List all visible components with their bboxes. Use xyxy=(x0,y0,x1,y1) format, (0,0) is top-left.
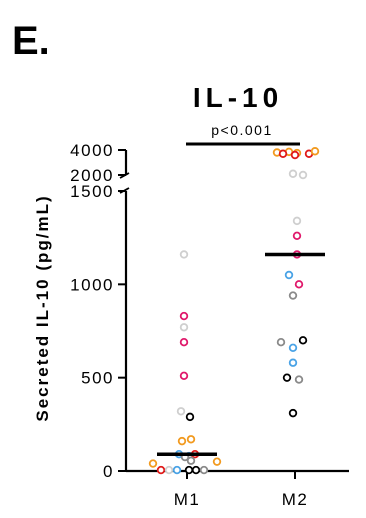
data-point xyxy=(292,216,302,226)
data-point xyxy=(212,457,222,466)
y-tick-label: 500 xyxy=(81,369,114,388)
data-point xyxy=(288,408,298,418)
data-point xyxy=(186,456,196,465)
data-point xyxy=(310,147,320,156)
data-point xyxy=(185,412,195,422)
data-point xyxy=(179,250,189,259)
x-tick-label: M2 xyxy=(282,490,309,509)
data-point xyxy=(288,343,298,352)
data-point xyxy=(191,465,201,475)
panel-label: E. xyxy=(12,19,50,63)
data-point xyxy=(179,338,189,347)
data-point xyxy=(288,358,298,367)
y-tick-label: 2000 xyxy=(70,166,114,185)
data-point xyxy=(298,170,308,180)
data-point xyxy=(290,150,300,160)
y-tick-label: 1500 xyxy=(70,182,114,201)
data-point xyxy=(164,465,174,475)
data-point xyxy=(176,407,186,416)
data-point xyxy=(294,375,304,384)
data-point xyxy=(156,465,166,475)
chart-title: IL-10 xyxy=(193,82,283,113)
data-point xyxy=(292,231,302,240)
y-axis-label: Secreted IL-10 (pg/mL) xyxy=(33,194,52,421)
data-point xyxy=(199,465,209,475)
y-tick-label: 4000 xyxy=(70,141,114,160)
data-point xyxy=(186,435,196,444)
data-marks xyxy=(148,147,325,475)
significance-label: p<0.001 xyxy=(211,122,273,138)
data-point xyxy=(282,373,292,382)
data-point xyxy=(288,169,298,178)
data-point xyxy=(148,459,158,468)
data-point xyxy=(288,291,298,300)
data-point xyxy=(278,149,288,158)
y-tick-label: 0 xyxy=(103,462,114,481)
data-point xyxy=(184,465,194,475)
data-point xyxy=(298,336,308,345)
data-point xyxy=(179,371,189,380)
y-tick-label: 1000 xyxy=(70,275,114,294)
data-point xyxy=(172,465,182,475)
data-point xyxy=(179,323,189,332)
data-point xyxy=(177,436,187,446)
data-point xyxy=(284,270,294,280)
data-point xyxy=(294,280,304,289)
data-point xyxy=(179,311,189,321)
data-point xyxy=(276,338,286,347)
x-tick-label: M1 xyxy=(174,490,201,509)
